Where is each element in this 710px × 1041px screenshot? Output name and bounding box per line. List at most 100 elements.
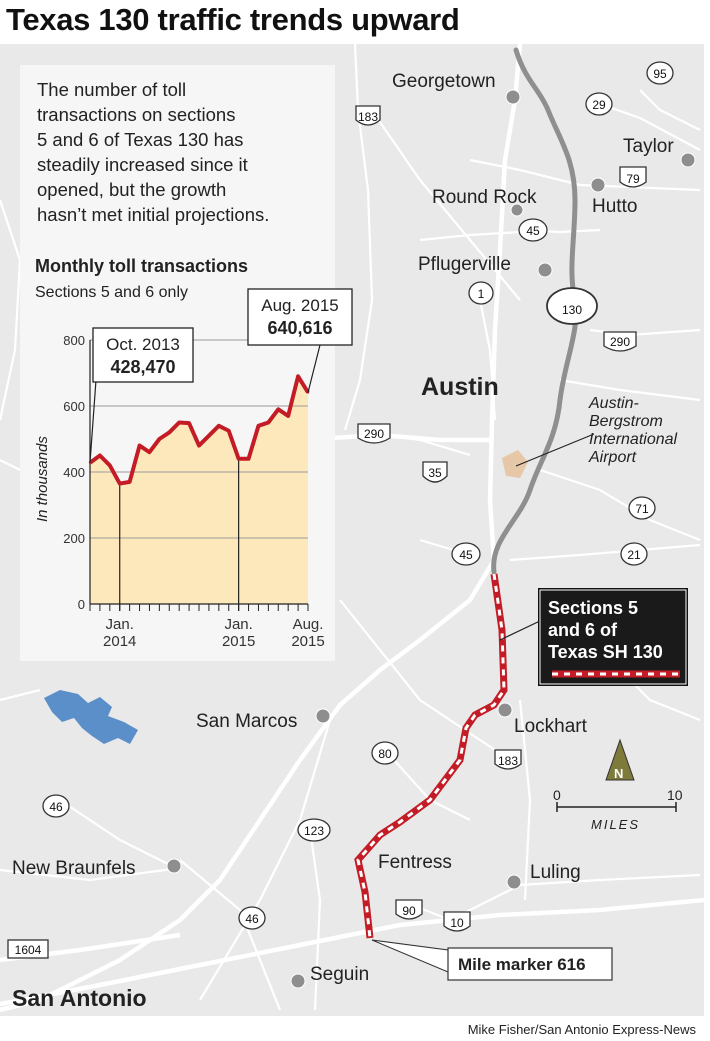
callout-leader bbox=[307, 344, 321, 393]
shield-21: 21 bbox=[620, 542, 648, 566]
callout-value: 428,470 bbox=[110, 357, 175, 377]
svg-text:46: 46 bbox=[245, 912, 259, 926]
data-point bbox=[98, 454, 102, 457]
chart-subtitle: Sections 5 and 6 only bbox=[35, 284, 188, 301]
lake bbox=[44, 690, 138, 744]
data-point bbox=[197, 444, 201, 447]
label-hutto: Hutto bbox=[592, 196, 637, 217]
north-arrow-icon: N bbox=[605, 738, 635, 781]
callout-box bbox=[247, 288, 353, 346]
label-airport-4: Airport bbox=[588, 449, 637, 466]
label-airport-1: Austin- bbox=[588, 395, 639, 412]
mile-marker-callout: Mile marker 616 bbox=[371, 939, 613, 981]
chart-panel: The number of toll transactions on secti… bbox=[20, 65, 353, 661]
shield-183-south: 183 bbox=[494, 749, 522, 770]
svg-text:45: 45 bbox=[459, 548, 473, 562]
shield-80: 80 bbox=[371, 741, 399, 765]
shield-45-north: 45 bbox=[518, 218, 548, 242]
svg-text:10: 10 bbox=[450, 916, 464, 930]
x-tick-label: 2015 bbox=[222, 633, 255, 650]
callout-box bbox=[92, 327, 194, 383]
legend-line-3: Texas SH 130 bbox=[548, 642, 663, 662]
data-point bbox=[296, 375, 300, 378]
credit: Mike Fisher/San Antonio Express-News bbox=[467, 1022, 696, 1037]
shield-46-south: 46 bbox=[238, 906, 266, 930]
data-point bbox=[286, 414, 290, 418]
shield-45-south: 45 bbox=[451, 542, 481, 566]
label-taylor: Taylor bbox=[623, 136, 674, 157]
callout-label: Oct. 2013 bbox=[106, 335, 180, 354]
label-georgetown: Georgetown bbox=[392, 71, 496, 92]
data-point bbox=[108, 464, 112, 467]
shield-10: 10 bbox=[443, 911, 471, 932]
airport-label: Austin- Bergstrom International Airport bbox=[515, 395, 678, 467]
place-labels: Georgetown Taylor Round Rock Hutto Pflug… bbox=[12, 71, 674, 1011]
svg-text:35: 35 bbox=[428, 466, 442, 480]
callout-leader bbox=[89, 379, 97, 463]
shield-290-east: 290 bbox=[603, 331, 637, 352]
label-san-marcos: San Marcos bbox=[196, 711, 297, 732]
intro-line-5: opened, but the growth bbox=[37, 179, 226, 200]
data-point bbox=[217, 424, 221, 427]
y-tick-label: 800 bbox=[63, 333, 85, 348]
intro-line-4: steadily increased since it bbox=[37, 154, 248, 175]
data-point bbox=[187, 421, 191, 425]
x-tick-label: Jan. bbox=[224, 616, 252, 633]
svg-text:21: 21 bbox=[627, 548, 641, 562]
data-point bbox=[118, 482, 121, 485]
major-roads bbox=[0, 44, 704, 1013]
label-seguin: Seguin bbox=[310, 964, 369, 985]
x-tick-label: Aug. bbox=[293, 616, 324, 633]
shield-1604: 1604 bbox=[7, 939, 49, 959]
intro-line-2: transactions on sections bbox=[37, 104, 235, 125]
scale-max: 10 bbox=[667, 787, 683, 803]
intro-line-3: 5 and 6 of Texas 130 has bbox=[37, 129, 243, 150]
scale-bar: 0 10 MILES bbox=[553, 787, 683, 832]
intro-line-6: hasn’t met initial projections. bbox=[37, 204, 269, 225]
svg-text:29: 29 bbox=[592, 98, 606, 112]
city-dots bbox=[166, 89, 696, 989]
shield-71: 71 bbox=[628, 496, 656, 520]
shield-1: 1 bbox=[468, 281, 494, 305]
svg-text:45: 45 bbox=[526, 224, 540, 238]
intro-line-1: The number of toll bbox=[37, 79, 186, 100]
y-tick-label: 0 bbox=[78, 597, 85, 612]
shield-123: 123 bbox=[297, 818, 331, 842]
svg-text:71: 71 bbox=[635, 502, 649, 516]
data-point bbox=[247, 457, 250, 460]
x-tick-label: Jan. bbox=[106, 616, 134, 633]
legend-line-1: Sections 5 bbox=[548, 598, 638, 618]
shield-29: 29 bbox=[585, 92, 613, 116]
svg-text:N: N bbox=[614, 766, 623, 781]
highway-shields: 95 29 183 79 45 1 130 290 bbox=[7, 61, 674, 959]
svg-text:46: 46 bbox=[49, 800, 63, 814]
shield-183-north: 183 bbox=[355, 105, 381, 126]
svg-text:123: 123 bbox=[304, 824, 324, 838]
chart: 0200400600800Jan.2014Jan.2015Aug.2015Oct… bbox=[63, 288, 353, 650]
data-point bbox=[227, 429, 230, 432]
label-round-rock: Round Rock bbox=[432, 187, 537, 208]
label-luling: Luling bbox=[530, 862, 581, 883]
callout-value: 640,616 bbox=[267, 318, 332, 338]
svg-text:90: 90 bbox=[402, 904, 416, 918]
y-tick-label: 400 bbox=[63, 465, 85, 480]
data-point bbox=[207, 434, 211, 437]
shield-46-north: 46 bbox=[42, 794, 70, 818]
svg-text:1604: 1604 bbox=[15, 943, 42, 957]
svg-text:183: 183 bbox=[358, 110, 378, 124]
svg-text:290: 290 bbox=[610, 335, 630, 349]
svg-text:130: 130 bbox=[562, 303, 582, 317]
shield-95: 95 bbox=[646, 61, 674, 85]
legend-line-2: and 6 of bbox=[548, 620, 618, 640]
data-point bbox=[257, 424, 260, 427]
data-point bbox=[158, 437, 161, 441]
minor-roads bbox=[0, 44, 701, 1011]
svg-text:79: 79 bbox=[626, 172, 640, 186]
chart-title: Monthly toll transactions bbox=[35, 256, 248, 276]
label-fentress: Fentress bbox=[378, 852, 452, 873]
map: Georgetown Taylor Round Rock Hutto Pflug… bbox=[0, 44, 704, 1016]
page-title: Texas 130 traffic trends upward bbox=[6, 2, 460, 37]
shield-35: 35 bbox=[422, 461, 448, 483]
data-point bbox=[237, 457, 240, 460]
toll-road-dashes bbox=[356, 573, 506, 939]
